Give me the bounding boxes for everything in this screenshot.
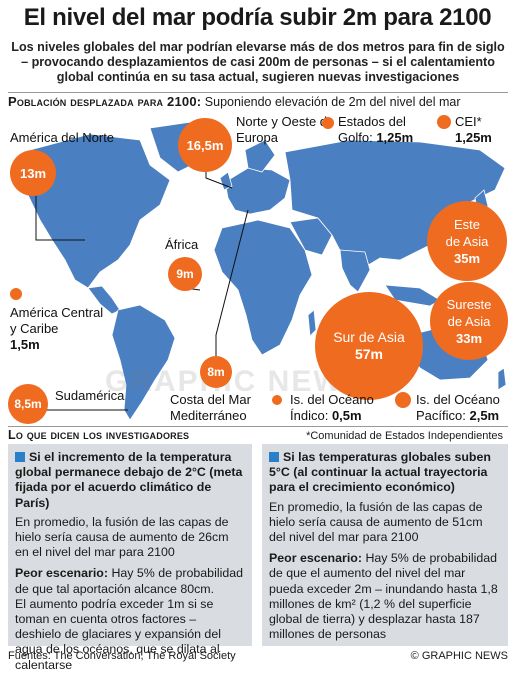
scenario-right-worst-label: Peor escenario:: [269, 551, 362, 566]
asia-shape: [284, 139, 506, 271]
east-asia-label2: de Asia: [445, 233, 489, 249]
indian-ocean-label1: Is. del Océano: [290, 392, 374, 407]
scenario-left-worst-text: Hay 5% de probabilidad de que tal aporta…: [15, 566, 244, 596]
scenario-right-worst-text: Hay 5% de probabilidad de que el aumento…: [269, 551, 498, 642]
mediterranean-bubble: 8m: [200, 356, 232, 388]
se-asia-bubble: Sureste de Asia 33m: [430, 282, 508, 360]
south-asia-label: Sur de Asia: [333, 329, 405, 345]
scenario-right-heading-text: Si las temperaturas globales suben 5°C (…: [269, 450, 491, 495]
north-america-shape: [19, 133, 171, 289]
south-asia-bubble: Sur de Asia 57m: [315, 292, 423, 400]
cis-value: 1,25m: [455, 130, 492, 145]
indian-ocean-label: Is. del Océano Índico: 0,5m: [290, 392, 374, 424]
pacific-ocean-label2: Pacífico:: [416, 408, 466, 423]
africa-label: África: [165, 237, 199, 252]
pacific-ocean-dot: [395, 392, 411, 408]
map-heading: Población desplazada para 2100: Suponien…: [8, 94, 461, 109]
south-asia-value: 57m: [354, 346, 383, 362]
gulf-label: Estados del Golfo: 1,25m: [338, 114, 413, 146]
uk-shape: [219, 171, 233, 191]
north-america-label: América del Norte: [10, 130, 115, 145]
central-america-label: América Central y Caribe 1,5m: [10, 305, 103, 353]
africa-bubble: 9m: [168, 257, 202, 291]
scenario-left-body: En promedio, la fusión de las capas de h…: [15, 514, 229, 560]
scenario-right-panel: Si las temperaturas globales suben 5°C (…: [262, 444, 508, 646]
map-heading-title: Población desplazada para 2100:: [8, 94, 202, 109]
new-zealand-shape: [497, 367, 507, 391]
cis-label-text: CEI*: [455, 114, 482, 129]
middle-east-shape: [289, 217, 333, 256]
mediterranean-label: Costa del Mar Mediterráneo: [170, 392, 251, 424]
indian-ocean-label2: Índico:: [290, 408, 329, 423]
scenario-right-heading: Si las temperaturas globales suben 5°C (…: [269, 450, 501, 496]
africa-shape: [213, 219, 313, 356]
scandinavia-shape: [244, 139, 276, 173]
central-america-value: 1,5m: [10, 337, 40, 352]
square-marker-icon: [269, 452, 279, 462]
scenario-right-worst: Peor escenario: Hay 5% de probabilidad d…: [269, 551, 501, 642]
pacific-ocean-label1: Is. del Océano: [416, 392, 500, 407]
europe-shape: [224, 167, 291, 215]
se-asia-label1: Sureste: [446, 296, 492, 312]
sources: Fuentes: The Conversation, The Royal Soc…: [8, 650, 236, 662]
world-map: [19, 119, 507, 421]
europe-label-line2: Europa: [236, 130, 278, 145]
madagascar-shape: [307, 309, 317, 337]
footer: Fuentes: The Conversation, The Royal Soc…: [8, 650, 508, 662]
scenario-left-worst-label: Peor escenario:: [15, 566, 108, 581]
south-america-bubble: 8,5m: [8, 384, 48, 424]
central-america-label1: América Central: [10, 305, 104, 320]
square-marker-icon: [15, 452, 25, 462]
mediterranean-label1: Costa del Mar: [170, 392, 251, 407]
leader-mediterranean: [215, 209, 249, 358]
se-asia-label2: de Asia: [447, 313, 491, 329]
south-america-shape: [111, 304, 176, 421]
gulf-label-line2: Golfo:: [338, 130, 373, 145]
europe-label: Norte y Oeste de Europa: [236, 114, 334, 146]
central-america-label2: y Caribe: [10, 321, 59, 336]
south-america-label: Sudamérica: [55, 388, 125, 403]
gulf-value: 1,25m: [376, 130, 414, 145]
central-america-dot: [10, 288, 22, 300]
cis-dot: [437, 115, 451, 129]
cis-footnote: *Comunidad de Estados Independientes: [306, 430, 503, 442]
north-america-bubble: 13m: [10, 150, 56, 196]
scenario-right-body: En promedio, la fusión de las capas de h…: [269, 499, 483, 545]
pacific-ocean-value: 2,5m: [469, 408, 500, 423]
indian-ocean-dot: [272, 395, 282, 405]
se-asia-value: 33m: [455, 330, 483, 346]
europe-label-line1: Norte y Oeste de: [236, 114, 335, 129]
east-asia-label1: Este: [453, 216, 480, 232]
researchers-heading: Lo que dicen los investigadores: [8, 428, 190, 442]
europe-bubble: 16,5m: [178, 118, 232, 172]
east-asia-bubble: Este de Asia 35m: [427, 201, 507, 281]
mediterranean-label2: Mediterráneo: [170, 408, 247, 423]
divider: [8, 92, 508, 93]
indian-ocean-value: 0,5m: [331, 408, 362, 423]
east-asia-value: 35m: [453, 250, 481, 266]
scenario-left-panel: Si el incremento de la temperatura globa…: [8, 444, 252, 672]
cis-label: CEI* 1,25m: [455, 114, 492, 146]
subtitle: Los niveles globales del mar podrían ele…: [11, 40, 505, 84]
scenario-left-worst: Peor escenario: Hay 5% de probabilidad d…: [15, 566, 245, 672]
page-title: El nivel del mar podría subir 2m para 21…: [23, 4, 492, 31]
gulf-dot: [322, 117, 334, 129]
leader-north-america: [35, 185, 85, 241]
map-heading-note: Suponiendo elevación de 2m del nivel del…: [204, 95, 461, 109]
scenario-left-heading-text: Si el incremento de la temperatura globa…: [15, 450, 243, 510]
gulf-label-line1: Estados del: [338, 114, 406, 129]
divider: [8, 426, 508, 427]
scenario-left-heading: Si el incremento de la temperatura globa…: [15, 450, 245, 511]
india-shape: [339, 249, 371, 293]
pacific-ocean-label: Is. del Océano Pacífico: 2,5m: [416, 392, 500, 424]
credit: © GRAPHIC NEWS: [410, 650, 508, 662]
scenario-left-extra: El aumento podría exceder 1m si se toman…: [15, 596, 221, 672]
